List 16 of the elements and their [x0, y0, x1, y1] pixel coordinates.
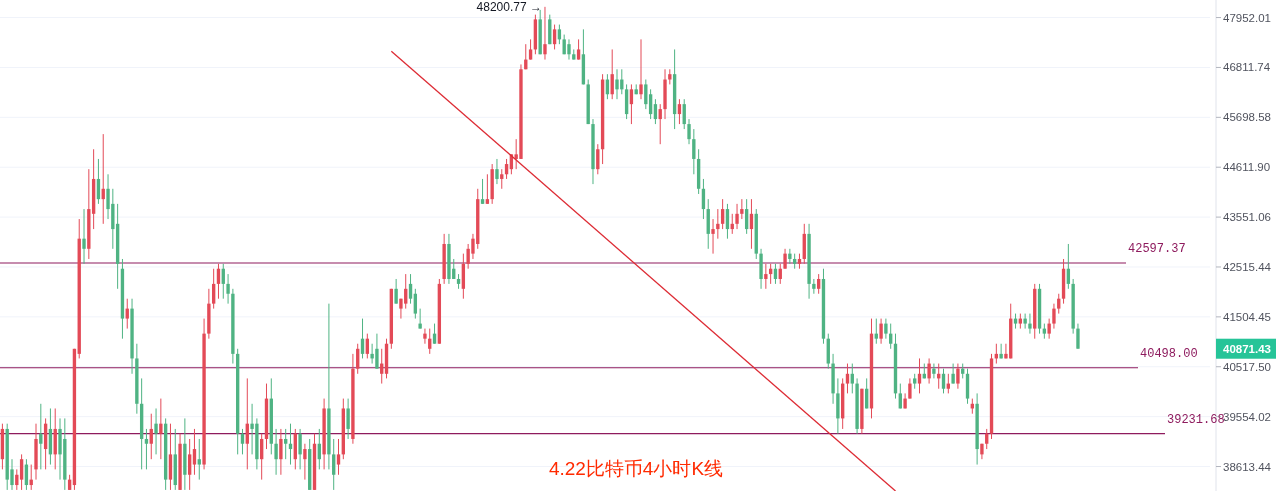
ref-label: 42597.37 [1128, 242, 1186, 256]
ytick: 38613.44 [1223, 460, 1271, 473]
ytick: 43551.06 [1223, 211, 1271, 224]
annotation: 48200.77 → [476, 0, 542, 14]
title: 4.22比特币4小时K线 [548, 457, 724, 479]
annotation: 40871.43 [1223, 342, 1271, 355]
ytick: 44611.90 [1223, 161, 1271, 174]
ytick: 39554.02 [1223, 410, 1271, 423]
ref-label: 40498.00 [1140, 346, 1198, 361]
ytick: 45698.58 [1223, 111, 1271, 124]
ytick: 46811.74 [1223, 61, 1271, 74]
ytick: 47952.01 [1223, 11, 1271, 24]
ref-label: 39231.68 [1167, 412, 1225, 427]
ytick: 42515.44 [1223, 261, 1271, 273]
ytick: 40517.50 [1223, 360, 1271, 373]
ytick: 41504.45 [1223, 310, 1271, 323]
